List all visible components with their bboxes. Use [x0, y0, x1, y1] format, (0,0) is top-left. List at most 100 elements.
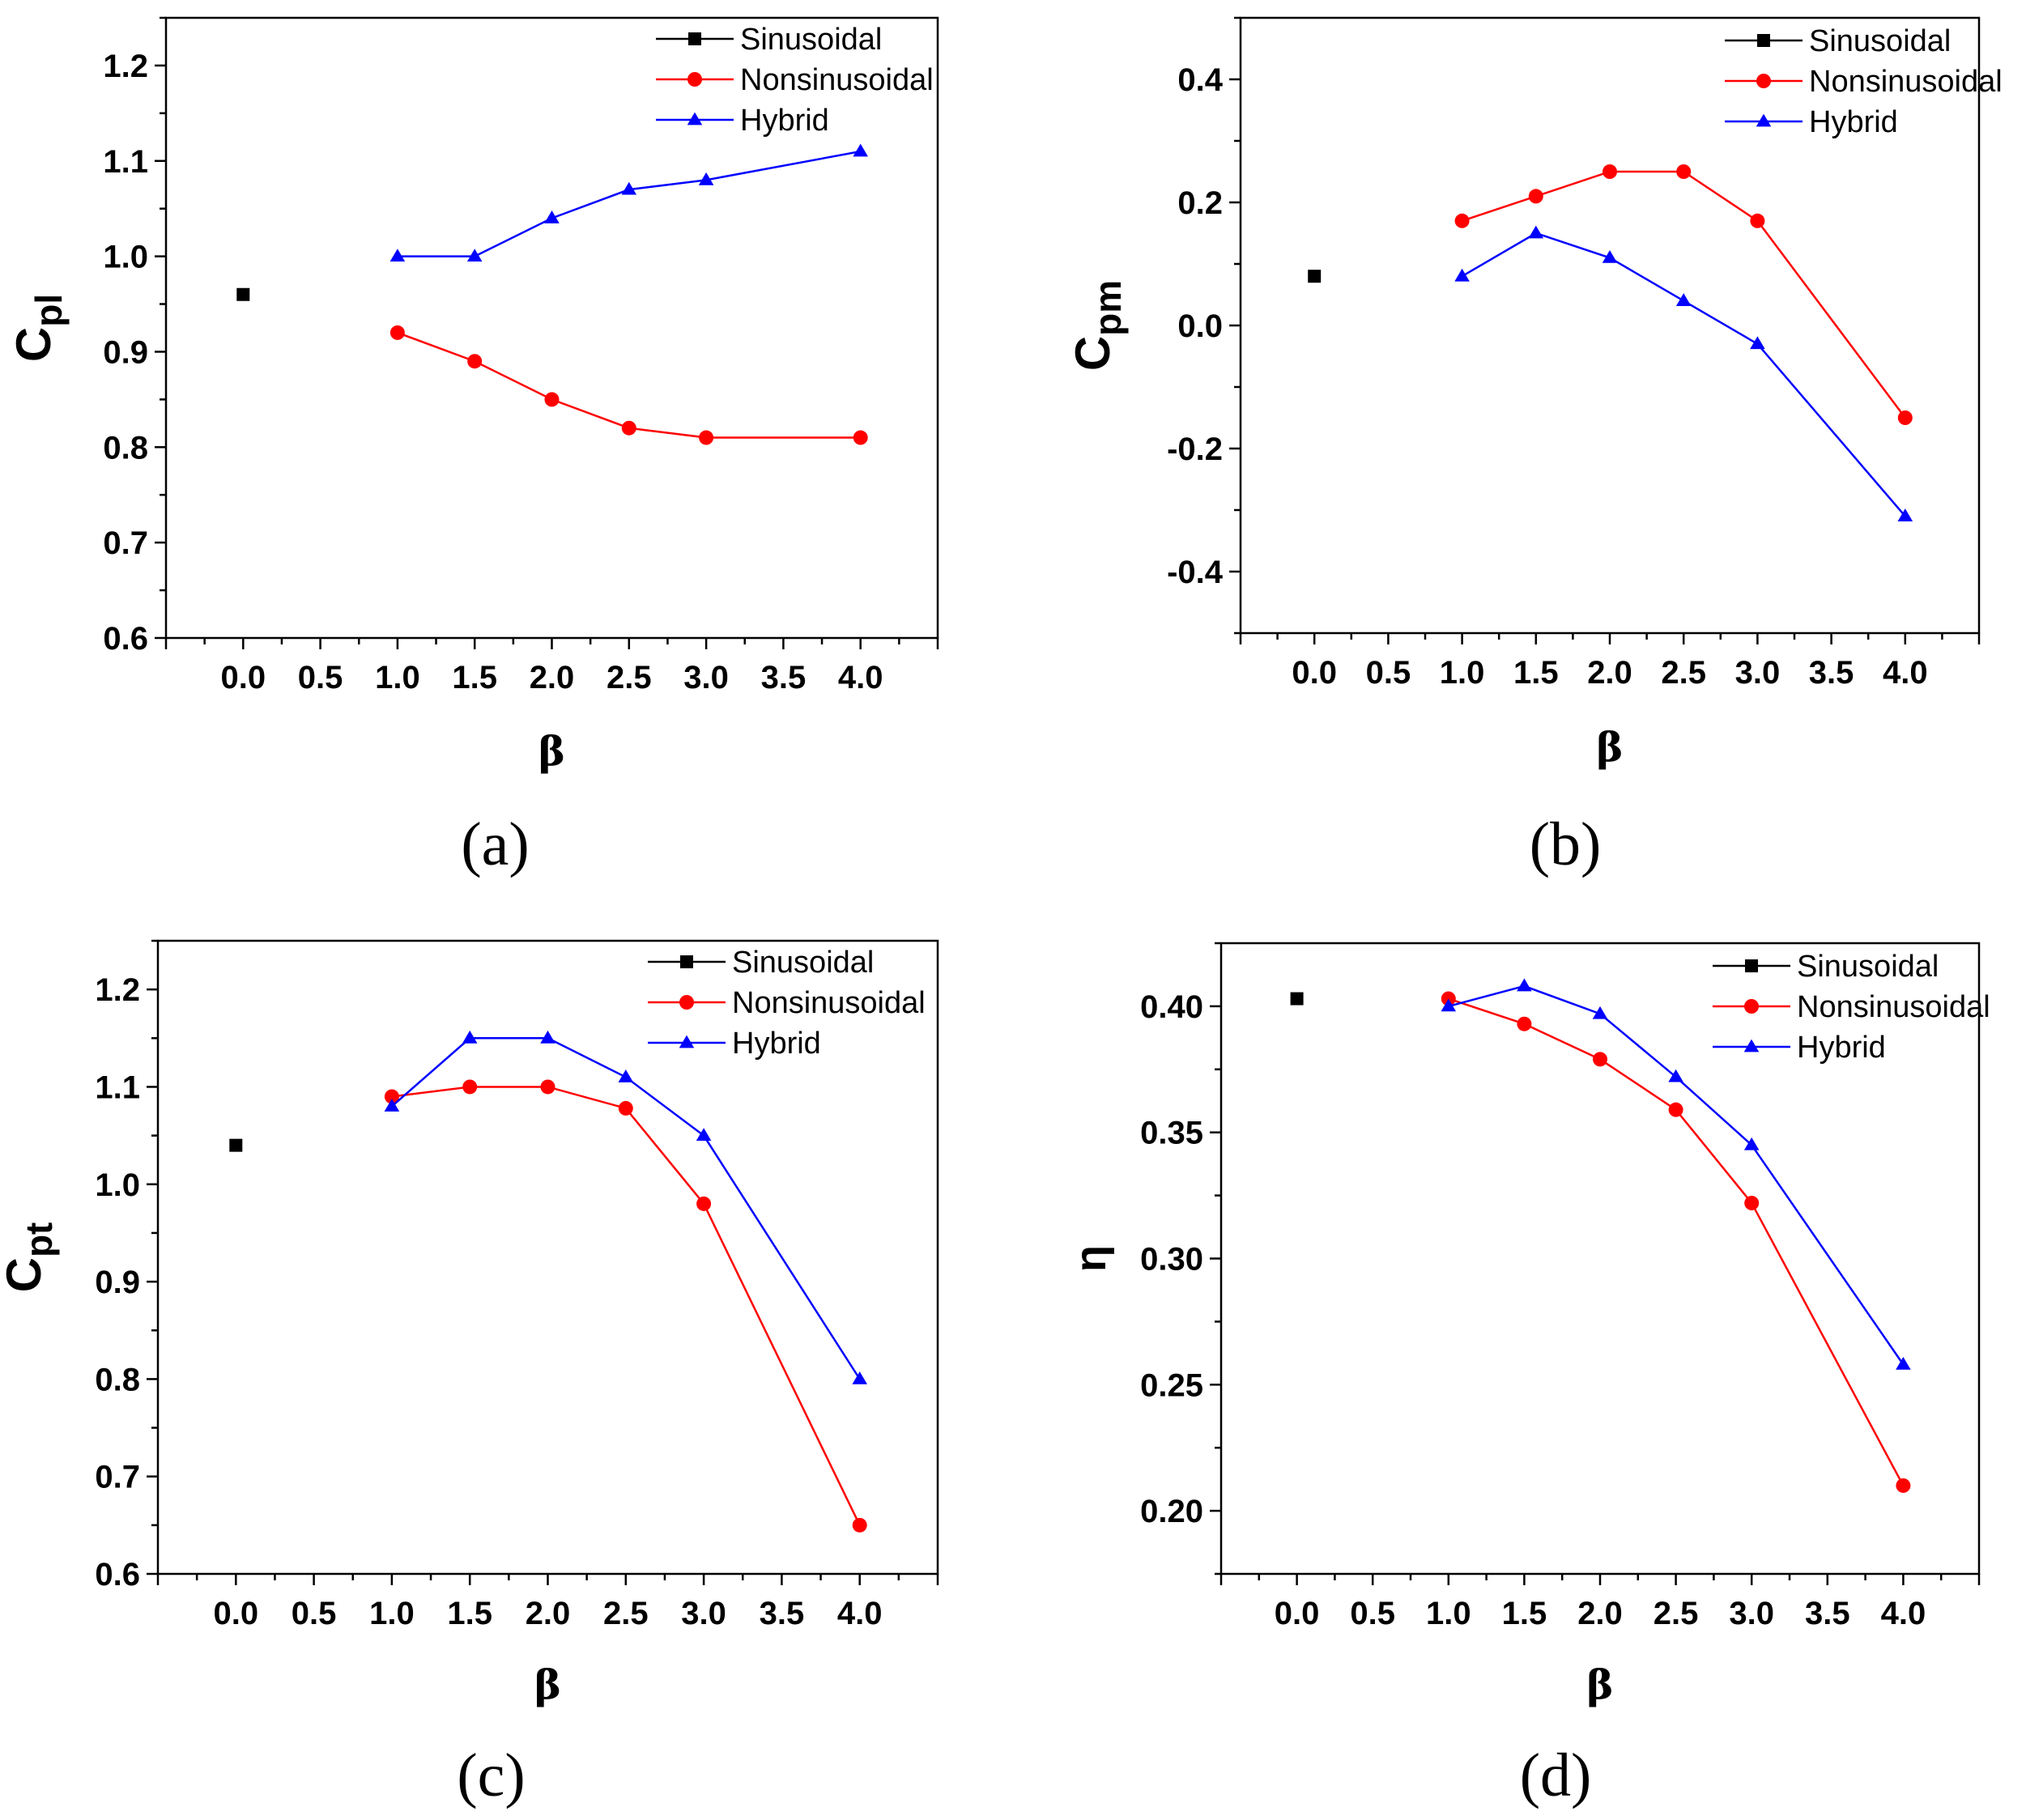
x-tick-label: 1.5: [452, 660, 497, 695]
y-axis-title-sub: pt: [18, 1223, 60, 1257]
y-axis-title-main: η: [1066, 1245, 1115, 1272]
data-point-triangle: [1750, 336, 1765, 350]
legend-label: Nonsinusoidal: [732, 986, 926, 1020]
y-tick-label: 1.2: [103, 49, 148, 84]
y-tick-label: 0.0: [1177, 308, 1223, 344]
data-point-circle: [1897, 410, 1913, 425]
series-line: [397, 331, 861, 439]
y-tick-label: 1.1: [103, 144, 148, 180]
data-point-triangle: [852, 1371, 867, 1384]
data-point-circle: [1896, 1478, 1911, 1493]
x-tick-label: 2.0: [1587, 655, 1632, 691]
data-point-circle: [1668, 1102, 1683, 1117]
x-tick-label: 1.5: [1513, 655, 1559, 691]
panel-label: (c): [457, 1741, 525, 1809]
series-nonsinusoidal: [1454, 164, 1913, 425]
x-axis: 0.0 0.5 1.0 1.5 2.0 2.5 3.0 3.5 4.0: [164, 638, 939, 695]
y-tick-label: 0.20: [1140, 1494, 1203, 1529]
x-tick-label: 4.0: [1881, 1596, 1926, 1631]
data-point-triangle: [466, 249, 483, 262]
series-nonsinusoidal: [1441, 991, 1911, 1493]
y-tick-label: 0.35: [1140, 1116, 1203, 1151]
legend-label: Sinusoidal: [1797, 950, 1939, 984]
data-point-circle: [1676, 164, 1692, 179]
data-point-square: [236, 287, 250, 301]
data-point-triangle: [384, 1099, 400, 1112]
y-tick-label: 1.2: [95, 972, 140, 1008]
y-tick-label: 0.6: [95, 1557, 140, 1592]
y-axis: 0.20 0.25 0.30 0.35 0.40: [1140, 942, 1221, 1575]
panel-a: 0.0 0.5 1.0 1.5 2.0 2.5 3.0 3.5 4.0 0.6 0.7 0.8 0.9 1…: [6, 16, 939, 878]
y-tick-label: 0.6: [103, 621, 148, 657]
y-axis-title-main: C: [6, 327, 61, 362]
data-point-circle: [1517, 1016, 1532, 1031]
x-tick-label: 1.0: [1426, 1596, 1471, 1631]
x-tick-label: 1.5: [1502, 1596, 1547, 1631]
x-tick-label: 0.0: [1275, 1596, 1320, 1631]
legend-marker-circle: [1756, 74, 1771, 88]
x-tick-label: 3.0: [681, 1596, 726, 1631]
y-axis: -0.4 -0.2 0.0 0.2 0.4: [1167, 16, 1241, 635]
data-point-triangle: [618, 1069, 634, 1082]
x-tick-label: 0.0: [1292, 655, 1337, 691]
x-axis: 0.0 0.5 1.0 1.5 2.0 2.5 3.0 3.5 4.0: [156, 1574, 939, 1631]
legend-label: Sinusoidal: [740, 23, 882, 57]
legend: Sinusoidal Nonsinusoidal Hybrid: [648, 946, 926, 1061]
x-tick-label: 3.5: [1809, 655, 1854, 691]
y-tick-label: 0.7: [103, 525, 148, 561]
y-tick-label: 1.0: [103, 240, 148, 275]
series-nonsinusoidal: [389, 325, 868, 445]
data-point-square: [1290, 992, 1304, 1006]
data-point-circle: [699, 430, 714, 445]
data-point-circle: [544, 392, 560, 407]
y-axis-title-sub: pl: [28, 294, 70, 327]
x-tick-label: 2.0: [526, 1596, 571, 1631]
data-point-triangle: [1592, 1006, 1608, 1019]
panel-label: (a): [461, 810, 529, 878]
data-point-triangle: [540, 1030, 555, 1044]
x-tick-label: 4.0: [1883, 655, 1928, 691]
data-point-triangle: [853, 143, 868, 157]
series-sinusoidal: [1290, 992, 1304, 1006]
legend-label: Nonsinusoidal: [740, 63, 934, 97]
y-tick-label: 0.4: [1177, 62, 1223, 98]
legend-label: Nonsinusoidal: [1797, 990, 1990, 1024]
x-tick-label: 4.0: [838, 660, 883, 695]
legend-marker-triangle: [679, 1035, 695, 1048]
y-axis-title: Cpt: [0, 1223, 60, 1293]
y-tick-label: 0.9: [95, 1265, 140, 1300]
x-axis: 0.0 0.5 1.0 1.5 2.0 2.5 3.0 3.5 4.0: [1239, 633, 1981, 691]
data-point-triangle: [696, 1128, 712, 1141]
x-axis-title: β: [534, 1661, 561, 1708]
y-tick-label: 1.1: [95, 1069, 140, 1105]
x-tick-label: 3.0: [683, 660, 729, 695]
legend-marker-square: [1745, 959, 1758, 972]
data-point-circle: [618, 1100, 633, 1116]
data-point-triangle: [389, 249, 406, 262]
y-axis-title: η: [1066, 1245, 1115, 1272]
panel-d: 0.0 0.5 1.0 1.5 2.0 2.5 3.0 3.5 4.00.200.250.300…: [1066, 942, 1990, 1809]
x-tick-label: 3.5: [1805, 1596, 1850, 1631]
y-axis-title: Cpm: [1066, 280, 1129, 371]
data-point-circle: [853, 430, 868, 445]
legend-label: Sinusoidal: [732, 946, 874, 980]
y-axis-title-main: C: [1066, 336, 1120, 371]
data-point-square: [229, 1138, 243, 1152]
series-line: [397, 150, 861, 257]
x-axis: 0.0 0.5 1.0 1.5 2.0 2.5 3.0 3.5 4.0: [1219, 1574, 1981, 1631]
legend-marker-triangle: [687, 112, 703, 125]
x-tick-label: 0.5: [298, 660, 343, 695]
y-axis-title: Cpl: [6, 294, 70, 362]
y-tick-label: 0.25: [1140, 1367, 1203, 1403]
data-point-circle: [540, 1079, 555, 1095]
y-tick-label: 0.7: [95, 1460, 140, 1495]
data-point-triangle: [1517, 978, 1532, 992]
x-tick-label: 0.5: [292, 1596, 337, 1631]
data-point-triangle: [1897, 508, 1913, 521]
data-point-triangle: [1668, 1069, 1683, 1082]
panel-label: (d): [1520, 1741, 1592, 1809]
x-tick-label: 0.5: [1350, 1596, 1395, 1631]
data-point-triangle: [1454, 268, 1470, 282]
data-point-circle: [1528, 189, 1543, 204]
